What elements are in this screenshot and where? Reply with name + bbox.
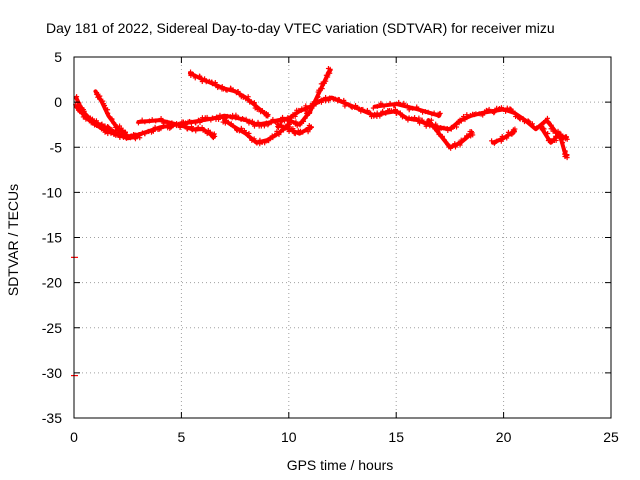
series-track-c [93,89,128,138]
y-tick-label: 5 [54,49,62,65]
x-tick-label: 20 [496,429,512,445]
series-track-b [73,102,143,142]
y-axis-label: SDTVAR / TECUs [5,184,21,296]
x-tick-label: 15 [388,429,404,445]
x-axis-label: GPS time / hours [287,457,394,473]
y-tick-label: 0 [54,94,62,110]
series-track-e [187,69,271,119]
y-tick-label: -35 [42,410,62,426]
series-track-j [489,126,518,146]
series-track-i [425,117,476,151]
chart-title: Day 181 of 2022, Sidereal Day-to-day VTE… [46,20,555,36]
x-tick-label: 0 [70,429,78,445]
y-tick-label: -30 [42,365,62,381]
x-tick-label: 5 [178,429,186,445]
y-tick-label: -25 [42,320,62,336]
x-tick-label: 25 [603,429,619,445]
y-tick-label: -20 [42,275,62,291]
series-track-k [540,125,570,161]
y-tick-label: -5 [50,139,63,155]
axis-ticks: 0 5 10 15 20 25 5 0 -5 -10 -15 -20 -25 -30 -35 [42,49,619,445]
data-series-layer [71,65,570,377]
series-track-d [135,116,218,141]
y-tick-label: -10 [42,184,62,200]
y-tick-label: -15 [42,230,62,246]
series-track-g [286,65,333,129]
series-track-l [370,99,443,119]
series-track-h [275,122,314,137]
x-tick-label: 10 [281,429,297,445]
